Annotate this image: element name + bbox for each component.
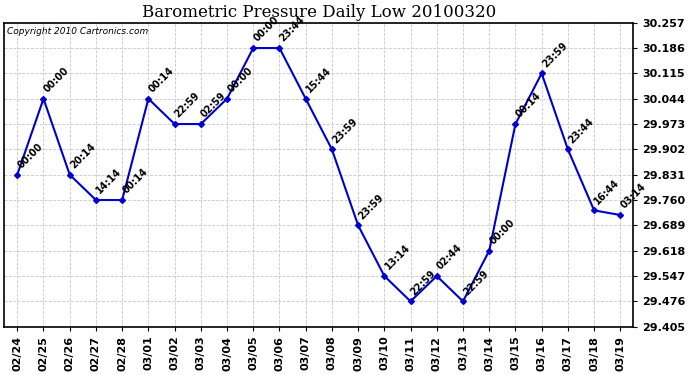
Text: 23:59: 23:59	[331, 116, 359, 145]
Text: 22:59: 22:59	[409, 268, 438, 297]
Text: 02:44: 02:44	[435, 243, 464, 272]
Title: Barometric Pressure Daily Low 20100320: Barometric Pressure Daily Low 20100320	[141, 4, 496, 21]
Text: 00:14: 00:14	[121, 167, 150, 196]
Text: 22:59: 22:59	[173, 91, 202, 120]
Text: 23:59: 23:59	[540, 40, 569, 69]
Text: 13:14: 13:14	[383, 243, 412, 272]
Text: Copyright 2010 Cartronics.com: Copyright 2010 Cartronics.com	[8, 27, 148, 36]
Text: 00:00: 00:00	[226, 66, 255, 94]
Text: 20:14: 20:14	[68, 141, 97, 171]
Text: 02:59: 02:59	[199, 91, 228, 120]
Text: 03:14: 03:14	[619, 182, 648, 211]
Text: 23:44: 23:44	[566, 116, 595, 145]
Text: 00:14: 00:14	[514, 91, 543, 120]
Text: 00:00: 00:00	[488, 217, 517, 246]
Text: 22:59: 22:59	[462, 268, 491, 297]
Text: 23:44: 23:44	[278, 15, 307, 44]
Text: 00:00: 00:00	[42, 66, 71, 94]
Text: 00:00: 00:00	[252, 15, 281, 44]
Text: 15:44: 15:44	[304, 66, 333, 94]
Text: 14:14: 14:14	[95, 167, 124, 196]
Text: 23:59: 23:59	[357, 192, 386, 221]
Text: 00:00: 00:00	[16, 141, 45, 171]
Text: 00:14: 00:14	[147, 66, 176, 94]
Text: 16:44: 16:44	[593, 177, 622, 206]
